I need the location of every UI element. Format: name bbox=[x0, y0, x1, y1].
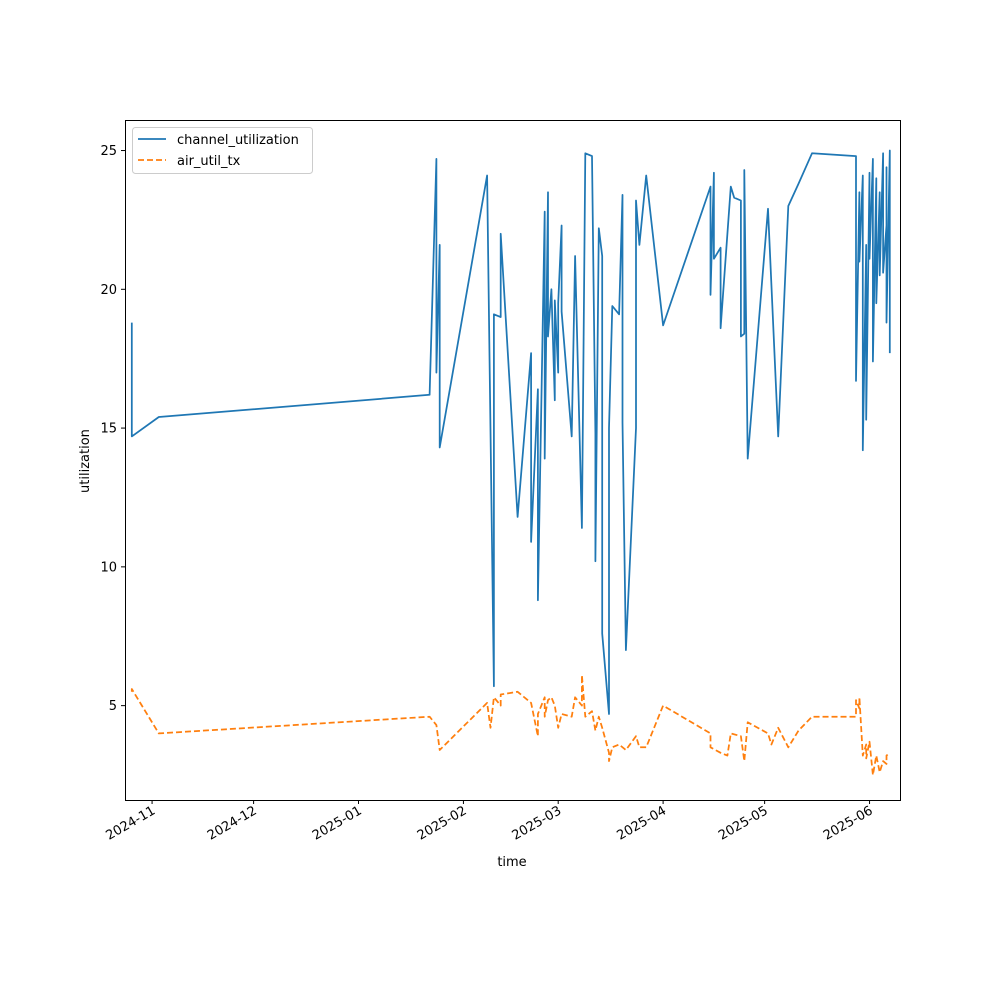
series-line-channel-utilization bbox=[130, 149, 891, 715]
x-axis-label: time bbox=[497, 855, 526, 870]
y-tick-label: 20 bbox=[100, 283, 117, 298]
y-tick-label: 5 bbox=[109, 699, 117, 714]
y-tick-label: 10 bbox=[100, 560, 117, 575]
y-axis: 5 10 15 20 25 bbox=[100, 144, 125, 714]
legend-frame bbox=[132, 127, 313, 174]
plot-area bbox=[125, 120, 901, 801]
legend-label-channel-utilization: channel_utilization bbox=[177, 133, 299, 148]
series-line-air-util-tx bbox=[130, 674, 891, 776]
y-tick-label: 15 bbox=[100, 422, 117, 437]
series-layer bbox=[130, 149, 891, 776]
legend: channel_utilization air_util_tx bbox=[132, 127, 313, 174]
legend-label-air-util-tx: air_util_tx bbox=[177, 154, 241, 169]
y-tick-label: 25 bbox=[100, 144, 117, 159]
axes-frame bbox=[125, 120, 901, 801]
y-axis-label: utilization bbox=[78, 429, 93, 493]
